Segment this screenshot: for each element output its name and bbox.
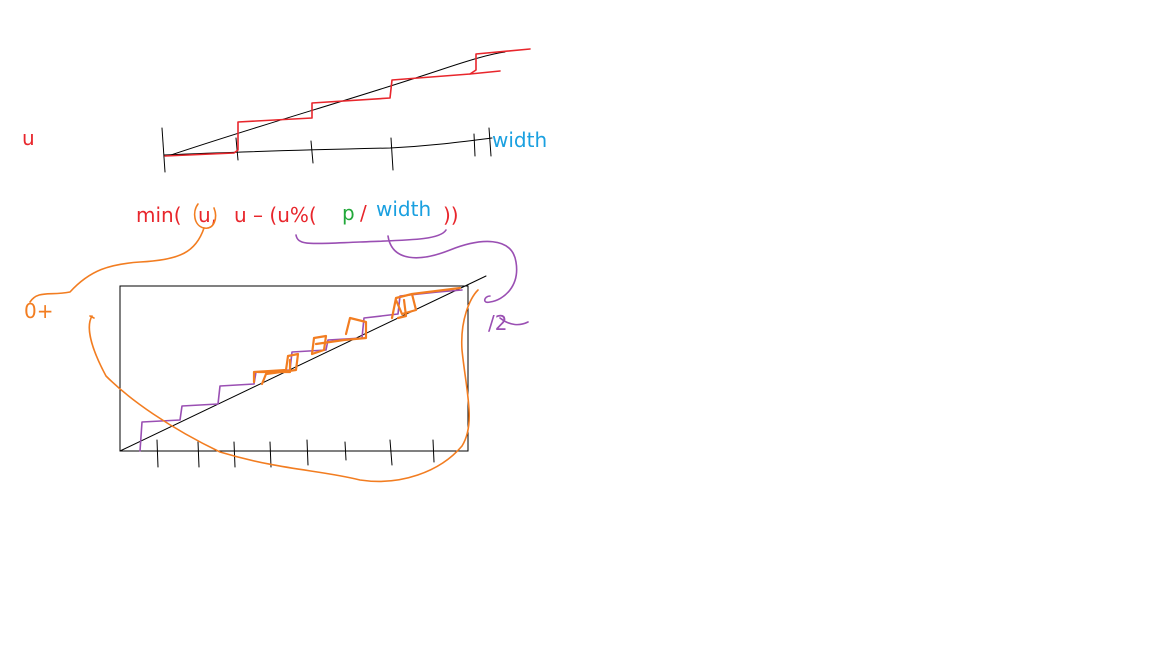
- top-axis-tick: [161, 127, 166, 173]
- bottom-diagonal: [119, 275, 487, 452]
- top-diagonal: [167, 51, 506, 157]
- formula-first-arg: u,: [198, 203, 217, 227]
- formula-slash: /: [360, 201, 367, 225]
- half-label: /2: [488, 311, 507, 335]
- top-red-staircase: [164, 48, 531, 157]
- top-axis-tick: [235, 137, 239, 161]
- purple-connector: [387, 235, 518, 304]
- formula-width: width: [376, 197, 431, 221]
- bottom-sketch: [88, 275, 487, 483]
- bottom-box: [119, 285, 469, 452]
- top-axis-line: [163, 137, 493, 156]
- orange-step-3: [390, 286, 462, 320]
- orange-dot: [89, 315, 95, 319]
- bottom-axis-tick: [306, 439, 309, 466]
- orange-connector-bottom: [88, 289, 479, 483]
- width-label: width: [492, 128, 547, 152]
- top-axis-tick: [488, 127, 492, 157]
- purple-brace: [295, 229, 447, 245]
- formula-p: p: [342, 201, 355, 225]
- bottom-axis-tick: [233, 441, 236, 468]
- u-label-left: u: [22, 126, 35, 150]
- orange-step-2: [310, 316, 368, 356]
- top-axis-tick: [473, 133, 476, 157]
- bottom-axis-tick: [432, 439, 435, 463]
- formula-min-open: min(: [136, 203, 182, 227]
- zero-plus-label: 0+: [24, 299, 53, 323]
- bottom-axis-tick: [156, 439, 159, 468]
- bottom-axis-tick: [269, 441, 272, 468]
- bottom-axis-tick: [197, 441, 200, 468]
- formula-mid: u – (u%(: [234, 203, 317, 227]
- top-axis-tick: [390, 137, 394, 171]
- bottom-axis-tick: [389, 439, 393, 466]
- top-axis-tick: [310, 140, 314, 164]
- orange-step-1: [252, 352, 300, 386]
- top-sketch: [161, 48, 531, 173]
- formula: min( u, u – (u%( p / width )): [136, 197, 459, 227]
- top-red-step-extra: [469, 70, 501, 75]
- orange-connector-top: [29, 227, 205, 303]
- purple-tick-near-half: [499, 317, 529, 326]
- formula-close: )): [443, 203, 459, 227]
- purple-staircase: [139, 289, 463, 452]
- bottom-axis-tick: [344, 441, 347, 461]
